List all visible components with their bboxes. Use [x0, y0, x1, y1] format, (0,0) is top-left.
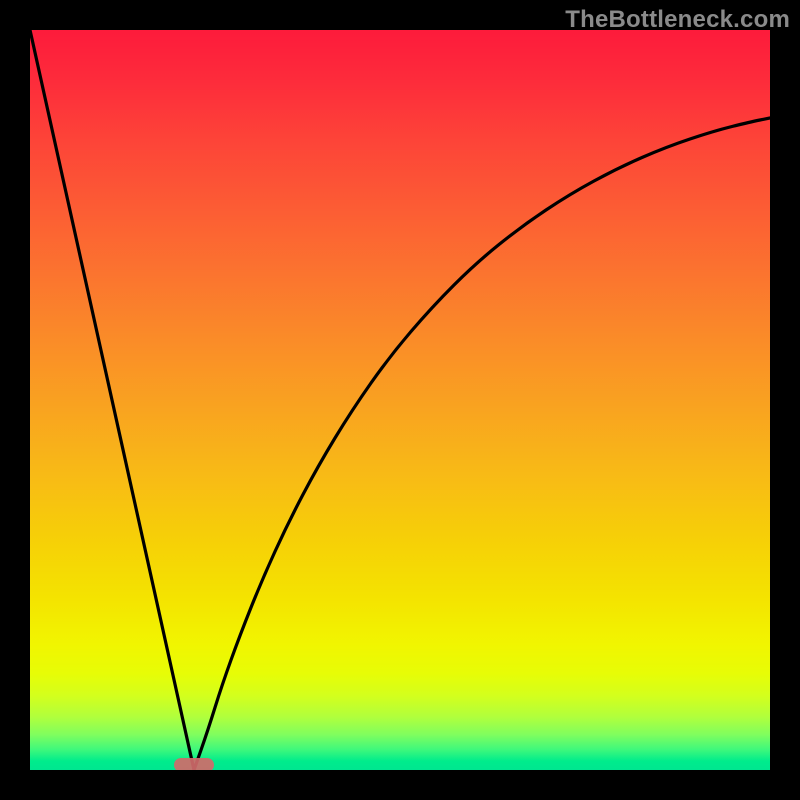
optimal-marker	[174, 758, 214, 772]
chart-svg	[0, 0, 800, 800]
plot-background	[30, 30, 770, 770]
bottleneck-chart: TheBottleneck.com	[0, 0, 800, 800]
